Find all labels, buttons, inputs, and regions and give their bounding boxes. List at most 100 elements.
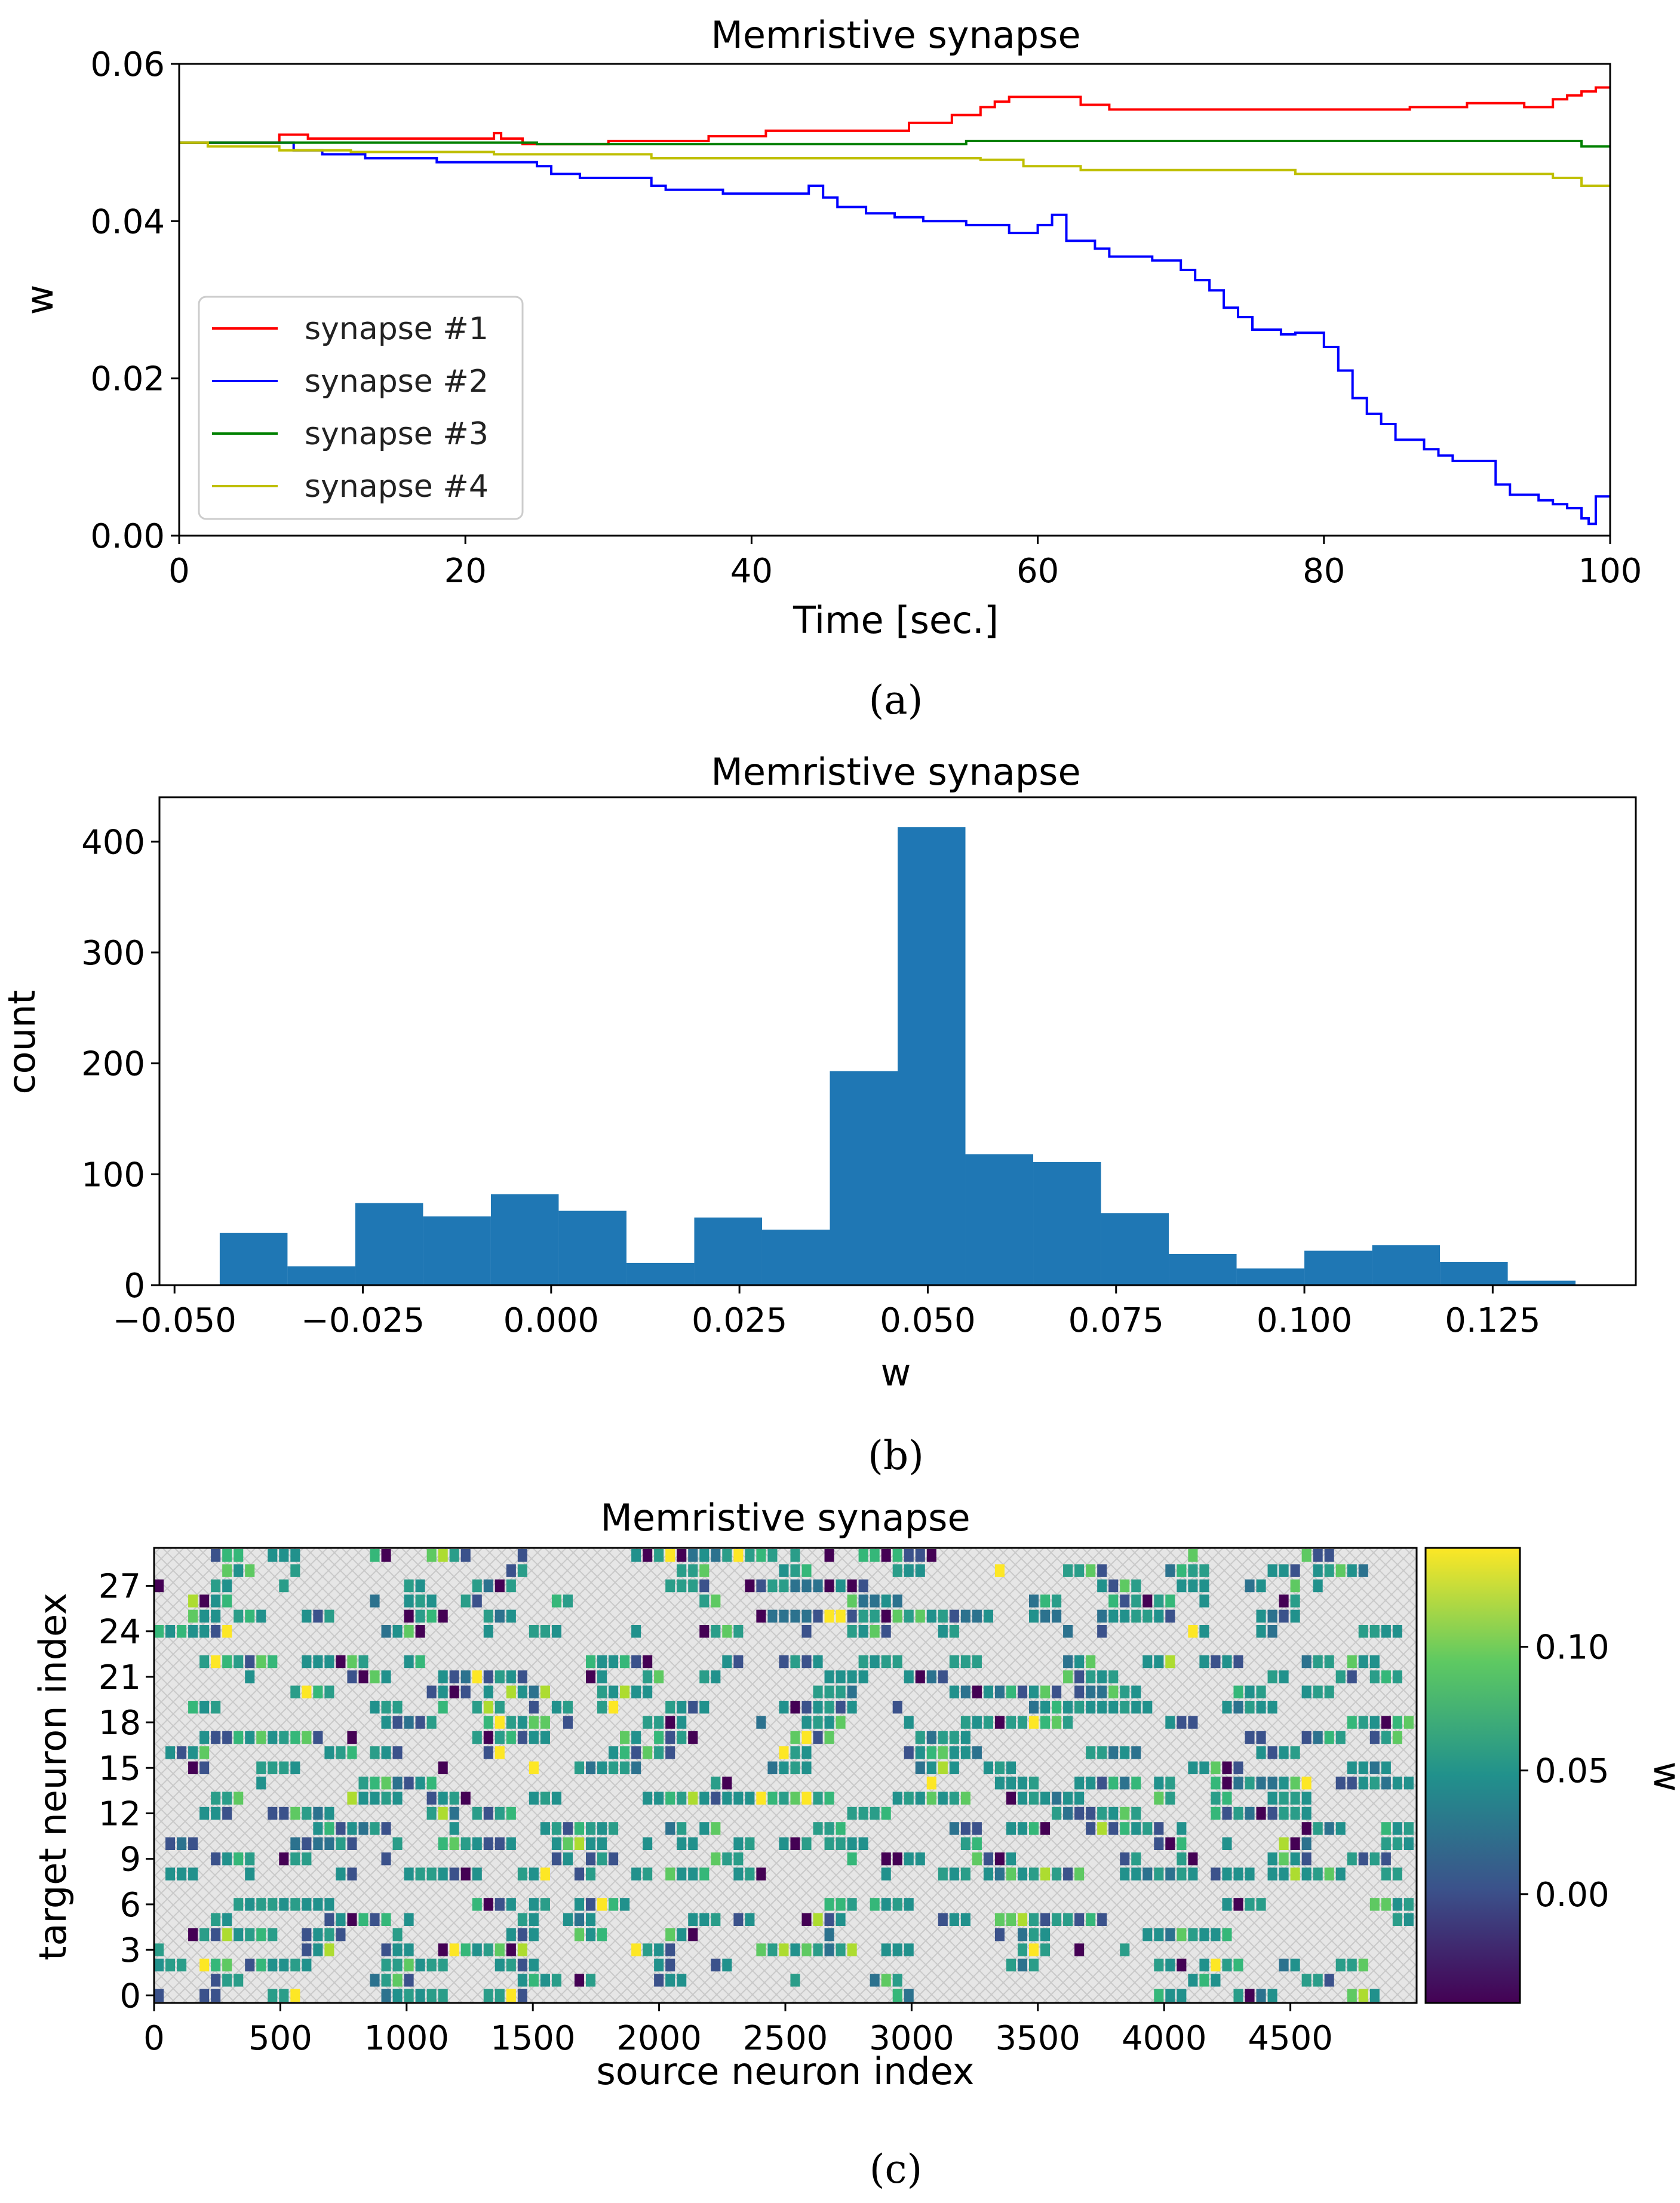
heatmap-cell: [1086, 1670, 1096, 1683]
heatmap-cell: [290, 1731, 300, 1744]
panel-c-heatmap: Memristive synapse 0 500 1000 1500 2000 2500 3…: [31, 1496, 1680, 2192]
heatmap-cell: [1165, 1958, 1175, 1972]
heatmap-cell: [1120, 1867, 1130, 1881]
heatmap-cell: [847, 1943, 857, 1956]
heatmap-cell: [370, 1701, 380, 1714]
heatmap-cell: [643, 1867, 653, 1881]
colorbar-tick-label: 0.00: [1535, 1876, 1610, 1915]
heatmap-cell: [392, 1928, 403, 1941]
heatmap-cell: [1074, 1792, 1085, 1805]
heatmap-cell: [302, 1958, 312, 1972]
heatmap-cell: [517, 1913, 527, 1926]
x-tick-label: 60: [1016, 552, 1059, 591]
heatmap-cell: [1222, 1928, 1232, 1941]
heatmap-cell: [381, 1701, 391, 1714]
heatmap-cell: [1358, 1761, 1368, 1774]
heatmap-cell: [915, 1761, 925, 1774]
heatmap-cell: [551, 1792, 561, 1805]
heatmap-cell: [381, 1989, 391, 2002]
histogram-bar: [626, 1262, 695, 1285]
x-tick-label: 80: [1303, 552, 1345, 591]
heatmap-cell: [1313, 1731, 1323, 1744]
heatmap-cell: [1154, 1958, 1164, 1972]
heatmap-cell: [290, 1958, 300, 1972]
heatmap-cell: [1131, 1867, 1141, 1881]
heatmap-cell: [495, 1806, 505, 1820]
heatmap-cell: [495, 1943, 505, 1956]
heatmap-cell: [506, 1837, 516, 1850]
heatmap-cell: [892, 1898, 902, 1911]
heatmap-cell: [824, 1837, 834, 1850]
heatmap-cell: [1369, 1898, 1380, 1911]
y-tick-label: 15: [99, 1749, 141, 1788]
heatmap-cell: [949, 1731, 959, 1744]
heatmap-cell: [1165, 1594, 1175, 1608]
heatmap-cell: [699, 1564, 710, 1577]
heatmap-cell: [767, 1579, 778, 1593]
heatmap-cell: [517, 1564, 527, 1577]
heatmap-cell: [1267, 1670, 1277, 1683]
heatmap-cell: [801, 1837, 812, 1850]
heatmap-cell: [870, 1609, 880, 1623]
heatmap-cell: [324, 1609, 334, 1623]
heatmap-cell: [1074, 1867, 1085, 1881]
histogram-bar: [761, 1230, 830, 1285]
heatmap-cell: [563, 1716, 573, 1729]
heatmap-cell: [824, 1913, 834, 1926]
heatmap-cell: [1188, 1974, 1198, 1987]
heatmap-cell: [767, 1943, 778, 1956]
heatmap-cell: [234, 1564, 244, 1577]
heatmap-cell: [1165, 1655, 1175, 1669]
heatmap-cell: [631, 1761, 641, 1774]
heatmap-cell: [1006, 1716, 1016, 1729]
heatmap-cell: [1142, 1594, 1153, 1608]
heatmap-cell: [1097, 1822, 1107, 1835]
heatmap-cell: [1108, 1701, 1119, 1714]
heatmap-cell: [756, 1579, 766, 1593]
x-tick-label: 3000: [869, 2019, 954, 2058]
heatmap-cell: [994, 1716, 1005, 1729]
heatmap-cell: [677, 1701, 687, 1714]
heatmap-cell: [279, 1579, 289, 1593]
heatmap-cell: [688, 1579, 698, 1593]
heatmap-cell: [767, 1609, 778, 1623]
heatmap-cell: [506, 1806, 516, 1820]
x-tick-label: −0.050: [113, 1301, 237, 1340]
heatmap-cell: [1029, 1913, 1039, 1926]
heatmap-cell: [972, 1685, 982, 1698]
heatmap-cell: [358, 1822, 368, 1835]
heatmap-cell: [677, 1867, 687, 1881]
heatmap-cell: [1177, 1852, 1187, 1866]
heatmap-cell: [392, 1701, 403, 1714]
heatmap-cell: [199, 1761, 210, 1774]
heatmap-cell: [824, 1609, 834, 1623]
panel-b-caption: (b): [868, 1433, 924, 1479]
heatmap-cell: [813, 1792, 823, 1805]
heatmap-cell: [1131, 1609, 1141, 1623]
heatmap-cell: [1392, 1625, 1402, 1638]
heatmap-cell: [404, 1594, 414, 1608]
histogram-bar: [219, 1233, 288, 1285]
heatmap-cell: [1301, 1792, 1312, 1805]
heatmap-cell: [654, 1549, 664, 1562]
heatmap-cell: [688, 1564, 698, 1577]
heatmap-cell: [154, 1989, 164, 2002]
heatmap-cell: [1290, 1852, 1300, 1866]
heatmap-cell: [722, 1792, 732, 1805]
heatmap-cell: [302, 1731, 312, 1744]
heatmap-cell: [188, 1837, 198, 1850]
heatmap-cell: [938, 1670, 948, 1683]
panel-b-histogram: Memristive synapse −0.050 −0.025 0.000 0.02…: [0, 750, 1637, 1479]
heatmap-cell: [426, 1792, 437, 1805]
colorbar: [1424, 1547, 1521, 2004]
heatmap-cell: [1403, 1716, 1414, 1729]
heatmap-cell: [813, 1579, 823, 1593]
heatmap-cell: [779, 1655, 789, 1669]
heatmap-cell: [892, 1564, 902, 1577]
heatmap-cell: [938, 1792, 948, 1805]
heatmap-cell: [1211, 1806, 1221, 1820]
heatmap-cell: [1369, 1655, 1380, 1669]
series-line-synapse-3: [179, 140, 1610, 148]
heatmap-cell: [404, 1913, 414, 1926]
series-line-synapse-4: [179, 141, 1610, 188]
